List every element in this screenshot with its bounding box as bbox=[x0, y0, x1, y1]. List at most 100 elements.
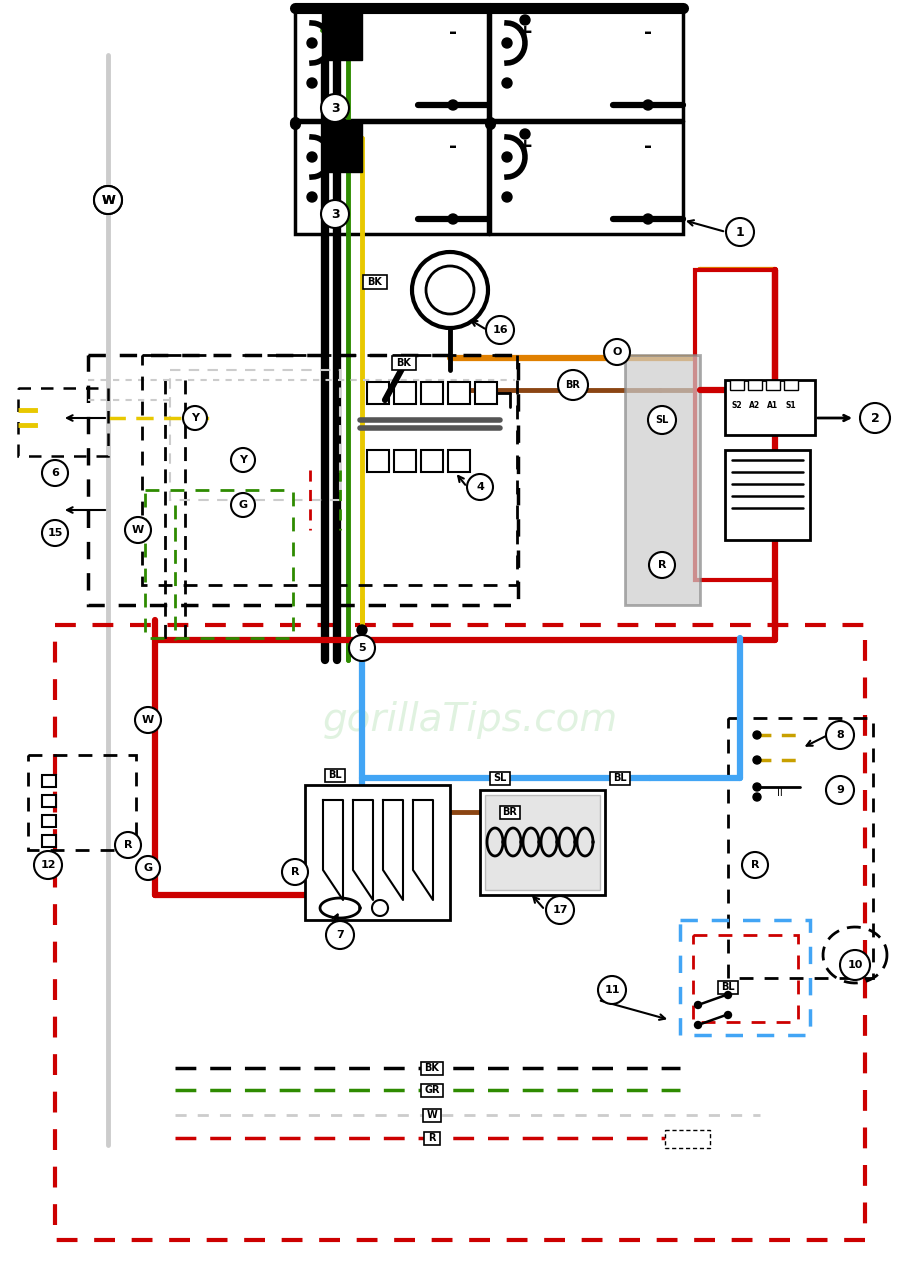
Text: BK: BK bbox=[396, 357, 411, 368]
Circle shape bbox=[643, 213, 653, 224]
Polygon shape bbox=[353, 799, 373, 901]
Circle shape bbox=[307, 152, 317, 162]
Text: BR: BR bbox=[565, 380, 580, 390]
Text: W: W bbox=[132, 525, 144, 536]
Text: +: + bbox=[322, 138, 338, 157]
Circle shape bbox=[42, 520, 68, 546]
Circle shape bbox=[307, 192, 317, 202]
Text: BR: BR bbox=[503, 807, 517, 817]
Circle shape bbox=[643, 100, 653, 110]
Bar bbox=[325, 768, 345, 782]
Bar bbox=[305, 786, 450, 919]
Bar bbox=[145, 490, 293, 638]
Circle shape bbox=[326, 921, 354, 949]
Circle shape bbox=[486, 316, 514, 344]
Circle shape bbox=[753, 793, 761, 801]
Bar bbox=[42, 775, 56, 787]
Circle shape bbox=[94, 186, 122, 213]
Bar bbox=[367, 381, 389, 404]
Text: Y: Y bbox=[239, 455, 247, 465]
Circle shape bbox=[426, 266, 474, 314]
Circle shape bbox=[321, 93, 349, 123]
Text: SL: SL bbox=[493, 773, 506, 783]
Circle shape bbox=[115, 832, 141, 858]
Text: W: W bbox=[101, 193, 115, 206]
Polygon shape bbox=[323, 799, 343, 901]
Bar bbox=[784, 380, 798, 390]
Bar bbox=[363, 275, 387, 289]
Circle shape bbox=[125, 517, 151, 543]
Text: 15: 15 bbox=[47, 528, 63, 538]
Bar bbox=[18, 388, 108, 456]
Text: R: R bbox=[658, 560, 666, 570]
Text: R: R bbox=[291, 866, 299, 877]
Circle shape bbox=[448, 213, 458, 224]
Circle shape bbox=[753, 783, 761, 791]
Text: 8: 8 bbox=[836, 730, 844, 740]
Circle shape bbox=[307, 78, 317, 88]
Text: O: O bbox=[613, 347, 622, 357]
Bar bbox=[490, 772, 510, 784]
Polygon shape bbox=[383, 799, 403, 901]
Bar bbox=[55, 625, 865, 1240]
Bar bbox=[680, 919, 810, 1034]
Text: BL: BL bbox=[722, 983, 735, 991]
Bar bbox=[322, 8, 362, 61]
Circle shape bbox=[598, 976, 626, 1004]
Circle shape bbox=[520, 15, 530, 25]
Bar bbox=[475, 381, 497, 404]
Circle shape bbox=[502, 152, 512, 162]
Bar bbox=[42, 835, 56, 847]
Text: 7: 7 bbox=[336, 930, 344, 940]
Circle shape bbox=[502, 38, 512, 48]
Bar bbox=[170, 370, 340, 500]
Bar bbox=[421, 1084, 443, 1096]
Circle shape bbox=[695, 1002, 701, 1008]
Bar bbox=[448, 381, 470, 404]
Text: 4: 4 bbox=[476, 482, 484, 493]
Bar bbox=[88, 355, 518, 605]
Circle shape bbox=[648, 405, 676, 434]
Bar bbox=[480, 789, 605, 895]
Circle shape bbox=[231, 493, 255, 517]
Text: BL: BL bbox=[328, 770, 342, 781]
Bar bbox=[392, 356, 416, 370]
Text: Y: Y bbox=[191, 413, 199, 423]
Text: A2: A2 bbox=[749, 400, 760, 409]
Bar bbox=[367, 450, 389, 472]
Text: +: + bbox=[517, 138, 533, 157]
Circle shape bbox=[726, 218, 754, 246]
Text: S2: S2 bbox=[732, 400, 742, 409]
Circle shape bbox=[357, 625, 367, 635]
Circle shape bbox=[135, 707, 161, 733]
Bar bbox=[748, 380, 762, 390]
Bar bbox=[142, 355, 517, 585]
Circle shape bbox=[136, 856, 160, 880]
Bar bbox=[610, 772, 630, 784]
Text: BL: BL bbox=[614, 773, 626, 783]
Bar bbox=[421, 450, 443, 472]
Text: II: II bbox=[777, 788, 783, 798]
Circle shape bbox=[321, 200, 349, 229]
Bar bbox=[766, 380, 780, 390]
Text: 10: 10 bbox=[847, 960, 863, 970]
Circle shape bbox=[307, 38, 317, 48]
Circle shape bbox=[753, 731, 761, 739]
Polygon shape bbox=[413, 799, 433, 901]
Circle shape bbox=[325, 15, 335, 25]
Bar bbox=[42, 794, 56, 807]
Text: gorillaTips.com: gorillaTips.com bbox=[322, 701, 617, 739]
Bar bbox=[28, 755, 136, 850]
Text: 9: 9 bbox=[836, 786, 844, 794]
Circle shape bbox=[724, 991, 732, 999]
Bar bbox=[295, 8, 488, 120]
Bar bbox=[423, 1109, 441, 1122]
Bar bbox=[665, 1130, 710, 1148]
Bar bbox=[718, 980, 738, 994]
Circle shape bbox=[502, 192, 512, 202]
Text: BK: BK bbox=[424, 1063, 440, 1074]
Text: S1: S1 bbox=[785, 400, 796, 409]
Bar bbox=[394, 450, 416, 472]
Text: 11: 11 bbox=[604, 985, 620, 995]
Text: R: R bbox=[124, 840, 132, 850]
